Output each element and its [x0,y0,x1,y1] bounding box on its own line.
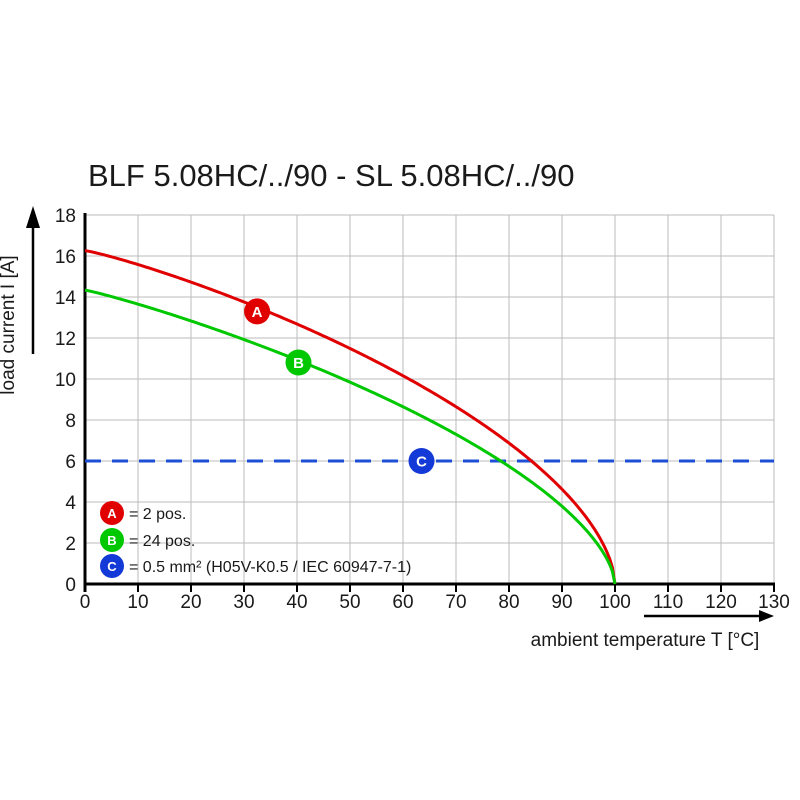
svg-text:40: 40 [286,592,307,613]
svg-text:= 24 pos.: = 24 pos. [129,533,195,550]
svg-text:60: 60 [392,592,413,613]
svg-text:B: B [107,533,116,548]
svg-text:110: 110 [653,592,683,613]
svg-text:B: B [293,355,304,372]
svg-text:0: 0 [80,592,91,613]
svg-text:14: 14 [55,288,77,309]
svg-text:load current I [A]: load current I [A] [0,255,19,394]
svg-text:BLF 5.08HC/../90 - SL 5.08HC/.: BLF 5.08HC/../90 - SL 5.08HC/../90 [88,158,574,193]
svg-text:= 2 pos.: = 2 pos. [129,506,186,523]
svg-text:4: 4 [65,493,76,514]
svg-text:16: 16 [55,247,76,268]
svg-text:90: 90 [551,592,572,613]
svg-text:70: 70 [445,592,466,613]
svg-text:20: 20 [180,592,201,613]
svg-text:2: 2 [65,534,76,555]
svg-text:80: 80 [498,592,519,613]
svg-text:8: 8 [65,411,76,432]
svg-text:10: 10 [55,370,76,391]
svg-text:0: 0 [65,575,76,596]
svg-text:50: 50 [339,592,360,613]
svg-text:120: 120 [705,592,737,613]
svg-text:A: A [252,304,263,321]
svg-text:100: 100 [599,592,631,613]
svg-text:18: 18 [55,206,76,227]
svg-text:30: 30 [233,592,254,613]
svg-text:C: C [107,559,117,574]
svg-text:ambient temperature T [°C]: ambient temperature T [°C] [531,630,760,651]
svg-text:A: A [107,506,117,521]
svg-text:6: 6 [65,452,76,473]
svg-text:130: 130 [758,592,790,613]
svg-text:10: 10 [127,592,148,613]
svg-text:12: 12 [55,329,76,350]
svg-text:= 0.5 mm² (H05V-K0.5 / IEC 609: = 0.5 mm² (H05V-K0.5 / IEC 60947-7-1) [129,559,411,576]
svg-text:C: C [416,454,427,471]
